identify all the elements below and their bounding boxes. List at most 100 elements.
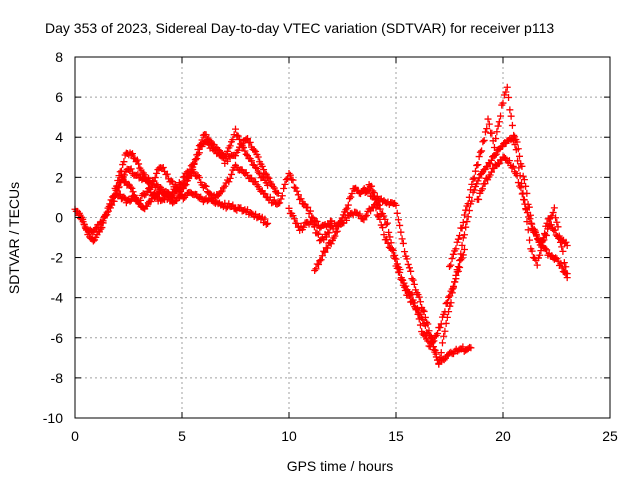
data-point xyxy=(281,180,289,188)
data-point xyxy=(492,150,500,158)
data-point xyxy=(448,255,456,263)
y-tick-label: 6 xyxy=(55,89,63,105)
data-point xyxy=(289,176,297,184)
data-point xyxy=(120,193,128,201)
data-point xyxy=(254,168,262,176)
data-point xyxy=(241,147,249,155)
data-point xyxy=(221,182,229,190)
data-point xyxy=(396,269,404,277)
data-point xyxy=(232,125,239,133)
data-point xyxy=(313,229,321,237)
data-point xyxy=(373,211,381,219)
data-point xyxy=(555,232,563,240)
data-point xyxy=(191,156,199,164)
data-point xyxy=(443,313,451,321)
data-point xyxy=(304,203,312,211)
data-point xyxy=(468,180,476,188)
data-point xyxy=(523,209,531,217)
data-point xyxy=(229,136,237,144)
data-point xyxy=(227,170,235,178)
data-point xyxy=(506,106,514,114)
x-tick-label: 5 xyxy=(178,428,186,444)
data-point xyxy=(512,146,520,154)
data-point xyxy=(153,181,161,189)
data-point xyxy=(376,205,384,213)
data-point xyxy=(459,219,467,227)
data-point xyxy=(293,187,301,195)
data-point xyxy=(558,243,566,251)
data-point xyxy=(262,220,270,228)
data-point xyxy=(226,142,234,150)
data-point xyxy=(416,298,424,306)
data-point xyxy=(311,266,319,274)
data-point xyxy=(415,315,423,323)
data-point xyxy=(332,228,340,236)
data-point xyxy=(276,199,284,207)
data-point xyxy=(435,360,443,368)
data-point xyxy=(318,234,326,242)
data-point xyxy=(399,239,407,247)
data-point xyxy=(541,230,549,238)
data-point xyxy=(481,180,489,188)
data-point xyxy=(410,280,418,288)
data-point xyxy=(407,291,415,299)
data-point xyxy=(488,129,496,137)
data-point xyxy=(431,346,439,354)
data-point xyxy=(97,225,105,233)
data-point xyxy=(438,339,446,347)
data-point xyxy=(398,235,406,243)
data-point xyxy=(190,159,198,167)
data-point xyxy=(539,234,547,242)
plot-frame xyxy=(74,56,611,419)
data-point xyxy=(524,226,532,234)
data-point xyxy=(317,256,325,264)
data-point xyxy=(153,169,161,177)
data-point xyxy=(558,264,566,272)
data-point xyxy=(408,290,416,298)
series-sat-e xyxy=(285,201,475,367)
data-point xyxy=(297,195,305,203)
data-point xyxy=(274,189,282,197)
data-point xyxy=(380,231,388,239)
data-point xyxy=(177,185,185,193)
data-point xyxy=(379,224,387,232)
data-point xyxy=(445,308,453,316)
data-point xyxy=(225,178,233,186)
data-point xyxy=(423,318,431,326)
data-point xyxy=(454,263,462,271)
data-point xyxy=(410,299,418,307)
data-point xyxy=(310,223,318,231)
data-point xyxy=(252,178,260,186)
y-tick-label: 4 xyxy=(55,129,63,145)
data-point xyxy=(321,248,329,256)
data-point xyxy=(342,206,350,214)
data-point xyxy=(194,145,202,153)
data-point xyxy=(494,122,502,130)
data-point xyxy=(234,146,242,154)
data-point xyxy=(493,128,501,136)
data-point xyxy=(98,224,106,232)
data-point xyxy=(315,260,323,268)
data-point xyxy=(437,349,445,357)
data-point xyxy=(222,204,230,212)
data-point xyxy=(415,293,423,301)
data-point xyxy=(363,212,371,220)
data-point xyxy=(195,142,203,150)
data-point xyxy=(253,165,261,173)
data-point xyxy=(467,186,475,194)
data-point xyxy=(178,184,186,192)
data-point xyxy=(499,99,507,107)
data-point xyxy=(551,226,559,234)
data-point xyxy=(365,187,373,195)
data-point xyxy=(549,209,557,217)
data-point xyxy=(478,185,486,193)
data-point xyxy=(202,182,210,190)
data-point xyxy=(386,233,394,241)
data-point xyxy=(516,182,524,190)
data-point xyxy=(397,228,405,236)
data-point xyxy=(456,232,464,240)
data-point xyxy=(526,236,534,244)
data-point xyxy=(127,151,135,159)
data-point xyxy=(526,215,534,223)
data-point xyxy=(522,182,530,190)
